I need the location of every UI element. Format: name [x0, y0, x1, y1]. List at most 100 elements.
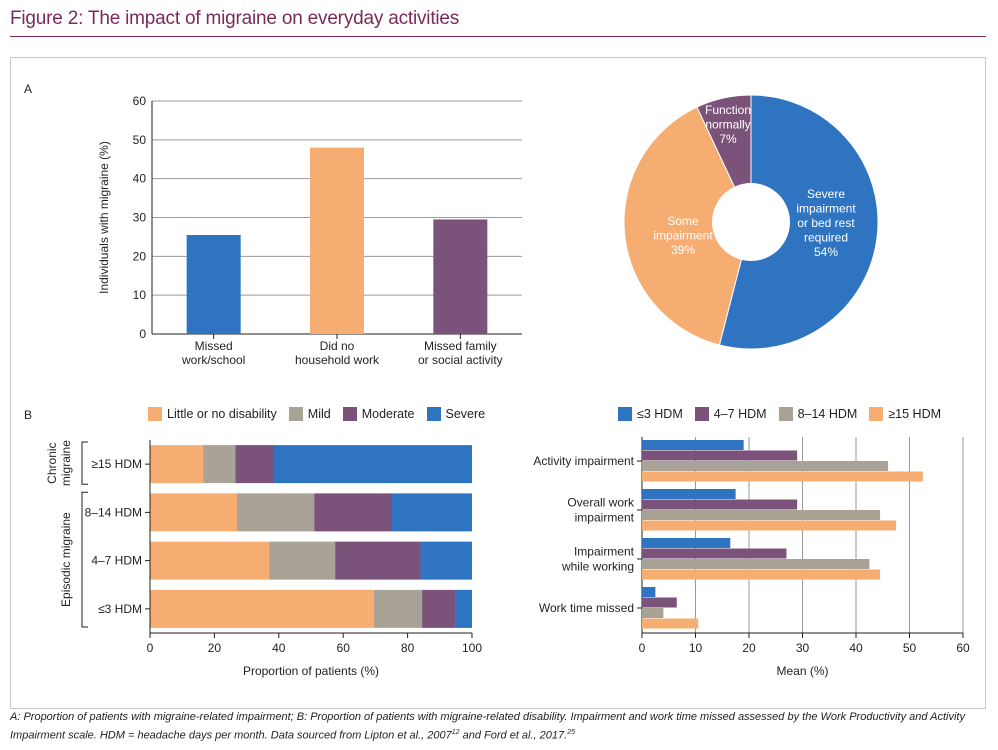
stacked-bar-segment [391, 493, 472, 532]
grouped-bar [642, 597, 677, 608]
stacked-bar-segment [373, 589, 423, 628]
pie-slice-label: impairment [653, 229, 713, 243]
y-tick-label: ≥15 HDM [91, 457, 142, 471]
grouped-bar [642, 520, 897, 531]
stacked-bar-segment [150, 493, 237, 532]
y-tick-label: impairment [575, 511, 635, 525]
grouped-chart-legend: ≤3 HDM 4–7 HDM 8–14 HDM ≥15 HDM [618, 407, 953, 421]
x-tick-label: Missed [195, 339, 233, 353]
bar [433, 219, 488, 334]
group-bracket [81, 491, 88, 628]
grouped-bar [642, 440, 744, 450]
stacked-chart-legend: Little or no disability Mild Moderate Sever… [148, 407, 497, 421]
group-label: migraine [59, 440, 73, 486]
grouped-bar [642, 548, 787, 559]
legend-swatch [778, 407, 793, 421]
caption-reference-12: 12 [451, 729, 460, 736]
stacked-bar-segment [422, 589, 456, 628]
y-tick-label: 60 [133, 94, 147, 108]
x-tick-label: Did no [320, 339, 355, 353]
pie-slice-label: 54% [814, 245, 838, 259]
legend-item: Mild [288, 407, 331, 421]
x-tick-label: household work [295, 353, 380, 367]
stacked-bar-segment [314, 493, 392, 532]
caption-reference-25: 25 [567, 729, 575, 736]
legend-item: 4–7 HDM [694, 407, 767, 421]
legend-swatch [694, 407, 709, 421]
y-tick-label: while working [561, 560, 634, 574]
pie-slice [718, 94, 879, 350]
x-tick-label: 40 [272, 641, 286, 655]
x-tick-label: work/school [181, 353, 245, 367]
pie-slice-label: impairment [796, 202, 856, 216]
x-tick-label: 20 [742, 641, 756, 655]
y-tick-label: ≤3 HDM [98, 602, 142, 616]
pie-slice-label: 7% [719, 132, 737, 146]
legend-item: Little or no disability [148, 407, 277, 421]
donut-hole [712, 183, 790, 261]
pie-slice-label: Severe [807, 187, 845, 201]
panel-a-label: A [24, 82, 33, 96]
x-tick-label: 30 [796, 641, 810, 655]
grouped-bar [642, 489, 736, 499]
stacked-bar-segment [150, 445, 204, 484]
legend-swatch [426, 407, 441, 421]
y-tick-label: 30 [133, 211, 147, 225]
title-divider [10, 36, 986, 37]
pie-slice-label: 39% [671, 243, 695, 257]
charts-canvas: 0 10 20 30 40 50 60 Individuals with migraine (… [45, 94, 970, 678]
grouped-bar [642, 538, 731, 548]
bar [310, 147, 364, 334]
y-tick-label: Work time missed [539, 601, 634, 615]
figure-title: Figure 2: The impact of migraine on ever… [10, 8, 460, 29]
y-tick-label: 50 [133, 133, 147, 147]
x-tick-label: 50 [903, 641, 917, 655]
legend-item: ≥15 HDM [869, 407, 941, 421]
x-tick-label: 60 [956, 641, 970, 655]
x-tick-label: 0 [639, 641, 646, 655]
group-bracket [81, 441, 88, 485]
legend-swatch [342, 407, 357, 421]
legend-item: Severe [426, 407, 485, 421]
grouped-bar [642, 450, 798, 461]
grouped-bar [642, 471, 923, 482]
group-label: Chronic [45, 442, 59, 483]
legend-label: Little or no disability [167, 407, 277, 421]
y-tick-label: 0 [139, 327, 146, 341]
grouped-bar [642, 461, 889, 471]
y-tick-label: Impairment [574, 545, 635, 559]
legend-item: 8–14 HDM [778, 407, 858, 421]
legend-label: ≤3 HDM [637, 407, 683, 421]
x-axis-label: Mean (%) [776, 664, 828, 678]
pie-slice-label: Function [705, 103, 751, 117]
legend-label: 8–14 HDM [797, 407, 858, 421]
caption-text-2: and Ford et al., 2017. [459, 729, 568, 742]
y-tick-label: 10 [133, 288, 147, 302]
x-tick-label: or social activity [418, 353, 503, 367]
x-tick-label: 40 [849, 641, 863, 655]
figure-caption: A: Proportion of patients with migraine-… [10, 710, 990, 744]
grouped-bar [642, 559, 870, 569]
legend-label: 4–7 HDM [713, 407, 767, 421]
grouped-bar [642, 569, 881, 580]
legend-swatch [869, 407, 884, 421]
x-tick-label: Missed family [424, 339, 497, 353]
grouped-bar [642, 608, 664, 618]
legend-swatch [288, 407, 303, 421]
pie-slice-label: required [804, 231, 848, 245]
x-tick-label: 80 [401, 641, 415, 655]
bar [186, 234, 241, 334]
grouped-bar [642, 587, 656, 597]
caption-text: A: Proportion of patients with migraine-… [10, 711, 965, 742]
x-tick-label: 0 [147, 641, 154, 655]
group-label: Episodic migraine [59, 512, 73, 607]
legend-item: Moderate [342, 407, 415, 421]
legend-label: Mild [307, 407, 331, 421]
stacked-bar-segment [203, 445, 236, 484]
stacked-bar-segment [420, 541, 472, 580]
y-tick-label: Activity impairment [533, 454, 634, 468]
pie-slice [623, 106, 752, 346]
y-tick-label: 4–7 HDM [91, 554, 142, 568]
legend-item: ≤3 HDM [618, 407, 683, 421]
x-axis-label: Proportion of patients (%) [243, 664, 379, 678]
